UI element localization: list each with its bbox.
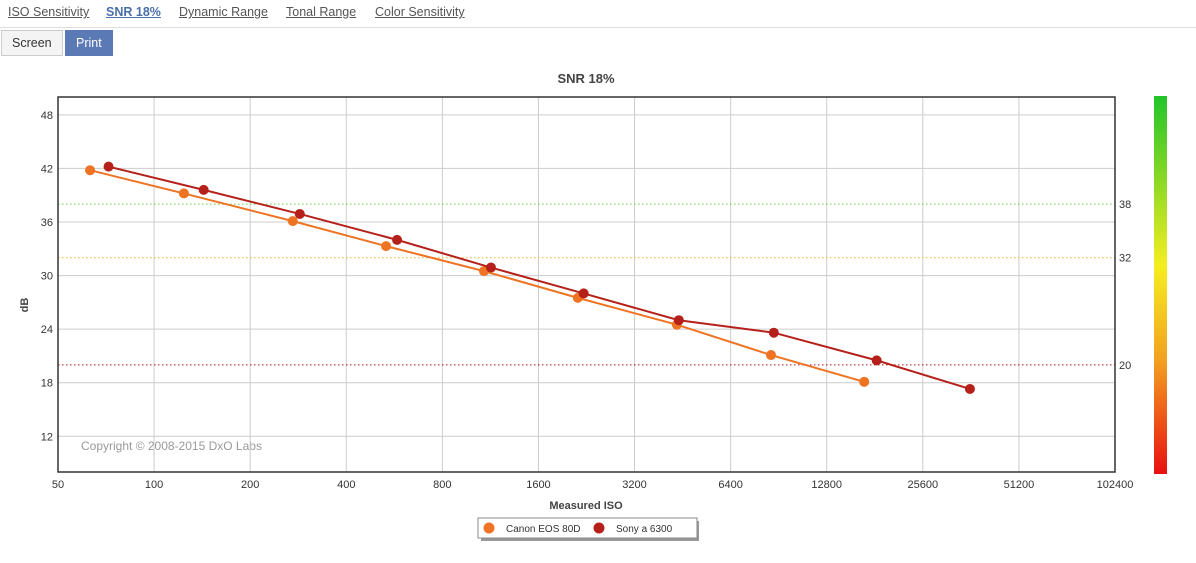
- x-tick-label: 50: [52, 479, 64, 491]
- data-point: [103, 161, 114, 172]
- x-axis-label: Measured ISO: [549, 500, 623, 512]
- legend-label: Canon EOS 80D: [506, 524, 581, 535]
- data-point: [294, 208, 305, 219]
- chart-title: SNR 18%: [557, 71, 615, 86]
- x-tick-label: 12800: [811, 479, 842, 491]
- data-point: [768, 327, 779, 338]
- tab-bar: ISO Sensitivity SNR 18% Dynamic Range Tonal…: [0, 0, 1196, 28]
- copyright: Copyright © 2008-2015 DxO Labs: [81, 439, 262, 453]
- y-tick-label: 42: [41, 163, 53, 175]
- data-point: [859, 376, 870, 387]
- plot-frame: [57, 96, 1116, 473]
- button[interactable]: Screen: [1, 30, 63, 56]
- tab[interactable]: Tonal Range: [286, 5, 357, 19]
- y-tick-label: 12: [41, 431, 53, 443]
- data-point: [381, 241, 392, 252]
- reference-label: 20: [1119, 360, 1131, 372]
- reference-label: 38: [1119, 199, 1131, 211]
- color-scale: [1154, 96, 1167, 474]
- data-point: [765, 350, 776, 361]
- y-axis-label: dB: [19, 298, 31, 313]
- tab[interactable]: Color Sensitivity: [375, 5, 465, 19]
- x-tick-label: 102400: [1097, 479, 1134, 491]
- data-point: [485, 262, 496, 273]
- legend-label: Sony a 6300: [616, 524, 673, 535]
- x-tick-label: 100: [145, 479, 163, 491]
- data-point: [871, 355, 882, 366]
- y-tick-label: 36: [41, 217, 53, 229]
- x-tick-label: 200: [241, 479, 259, 491]
- reference-label: 32: [1119, 253, 1131, 265]
- data-point: [392, 234, 403, 245]
- y-tick-label: 18: [41, 378, 53, 390]
- x-tick-label: 3200: [622, 479, 646, 491]
- legend-marker: [483, 522, 495, 534]
- tab[interactable]: ISO Sensitivity: [8, 5, 90, 19]
- x-tick-label: 6400: [718, 479, 742, 491]
- x-tick-label: 800: [433, 479, 451, 491]
- x-tick-label: 51200: [1004, 479, 1035, 491]
- legend-box: [477, 517, 698, 539]
- series-line: [108, 165, 971, 390]
- tab[interactable]: SNR 18%: [106, 5, 161, 19]
- data-point: [287, 216, 298, 227]
- data-point: [578, 288, 589, 299]
- data-point: [178, 188, 189, 199]
- y-tick-label: 30: [41, 271, 53, 283]
- data-point: [85, 165, 96, 176]
- button[interactable]: Print: [65, 30, 113, 56]
- tab[interactable]: Dynamic Range: [179, 5, 268, 19]
- data-point: [964, 383, 975, 394]
- x-tick-label: 400: [337, 479, 355, 491]
- y-tick-label: 48: [41, 110, 53, 122]
- legend-marker: [593, 522, 605, 534]
- x-tick-label: 25600: [908, 479, 939, 491]
- x-tick-label: 1600: [526, 479, 550, 491]
- data-point: [673, 315, 684, 326]
- y-tick-label: 24: [41, 324, 53, 336]
- data-point: [198, 184, 209, 195]
- legend: Canon EOS 80D Sony a 6300: [477, 517, 699, 541]
